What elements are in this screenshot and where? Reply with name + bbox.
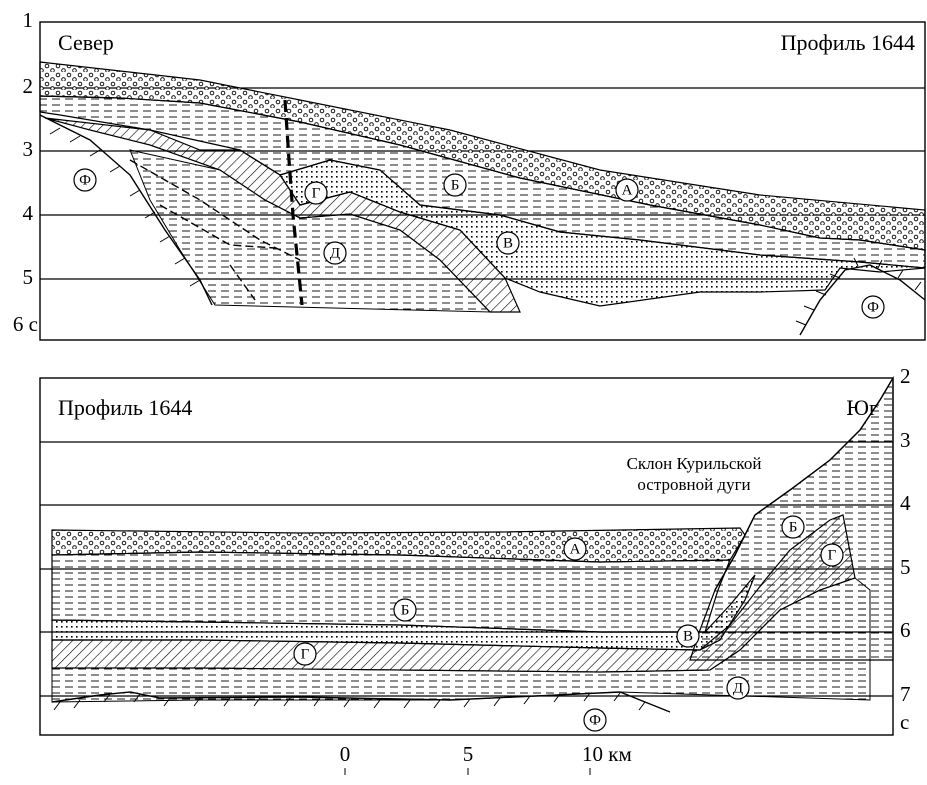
time-label: 2 <box>900 364 911 388</box>
unit-label: Б <box>789 519 798 535</box>
time-label: 6 <box>900 618 911 642</box>
unit-label: В <box>503 235 513 251</box>
unit-label: Д <box>733 680 743 696</box>
time-label: 3 <box>900 428 911 452</box>
scale-label: 10 км <box>582 742 632 766</box>
time-axis: 1 2 3 4 5 6 с <box>13 8 38 336</box>
annotation: Склон Курильской <box>627 454 762 473</box>
unit-label: Г <box>301 646 310 662</box>
unit-label: Ф <box>867 299 879 315</box>
bottom-panel: Профиль 1644 Юг Склон Курильской островн… <box>40 364 911 735</box>
time-label: 5 <box>23 265 34 289</box>
top-panel: Север Профиль 1644 1 2 3 4 5 6 с Ф Г Б А В Д Ф <box>13 8 925 340</box>
unit-label: Ф <box>79 172 91 188</box>
time-label: с <box>900 710 909 734</box>
unit-label: Д <box>330 245 340 261</box>
time-label: 2 <box>23 74 34 98</box>
scale-bar: 0 5 10 км <box>340 742 632 775</box>
unit-label: Б <box>451 177 460 193</box>
time-axis: 2 3 4 5 6 7 с <box>900 364 911 734</box>
title-left: Профиль 1644 <box>58 395 192 420</box>
scale-label: 0 <box>340 742 351 766</box>
time-label: 1 <box>23 8 34 32</box>
annotation: островной дуги <box>637 475 750 494</box>
scale-label: 5 <box>463 742 474 766</box>
title-right: Юг <box>846 395 878 420</box>
title-right: Профиль 1644 <box>781 30 915 55</box>
seismic-profiles: Север Профиль 1644 1 2 3 4 5 6 с Ф Г Б А В Д Ф <box>0 0 927 785</box>
title-left: Север <box>58 30 114 55</box>
time-label: 6 с <box>13 312 38 336</box>
time-label: 5 <box>900 555 911 579</box>
unit-label: А <box>570 541 581 557</box>
unit-label: А <box>622 182 633 198</box>
unit-label: Г <box>828 547 837 563</box>
time-label: 4 <box>23 201 34 225</box>
unit-label: В <box>683 628 693 644</box>
unit-label: Г <box>312 185 321 201</box>
time-label: 3 <box>23 137 34 161</box>
time-label: 4 <box>900 491 911 515</box>
layer-b <box>52 552 730 632</box>
unit-label: Б <box>401 602 410 618</box>
time-label: 7 <box>900 682 911 706</box>
unit-label: Ф <box>589 712 601 728</box>
